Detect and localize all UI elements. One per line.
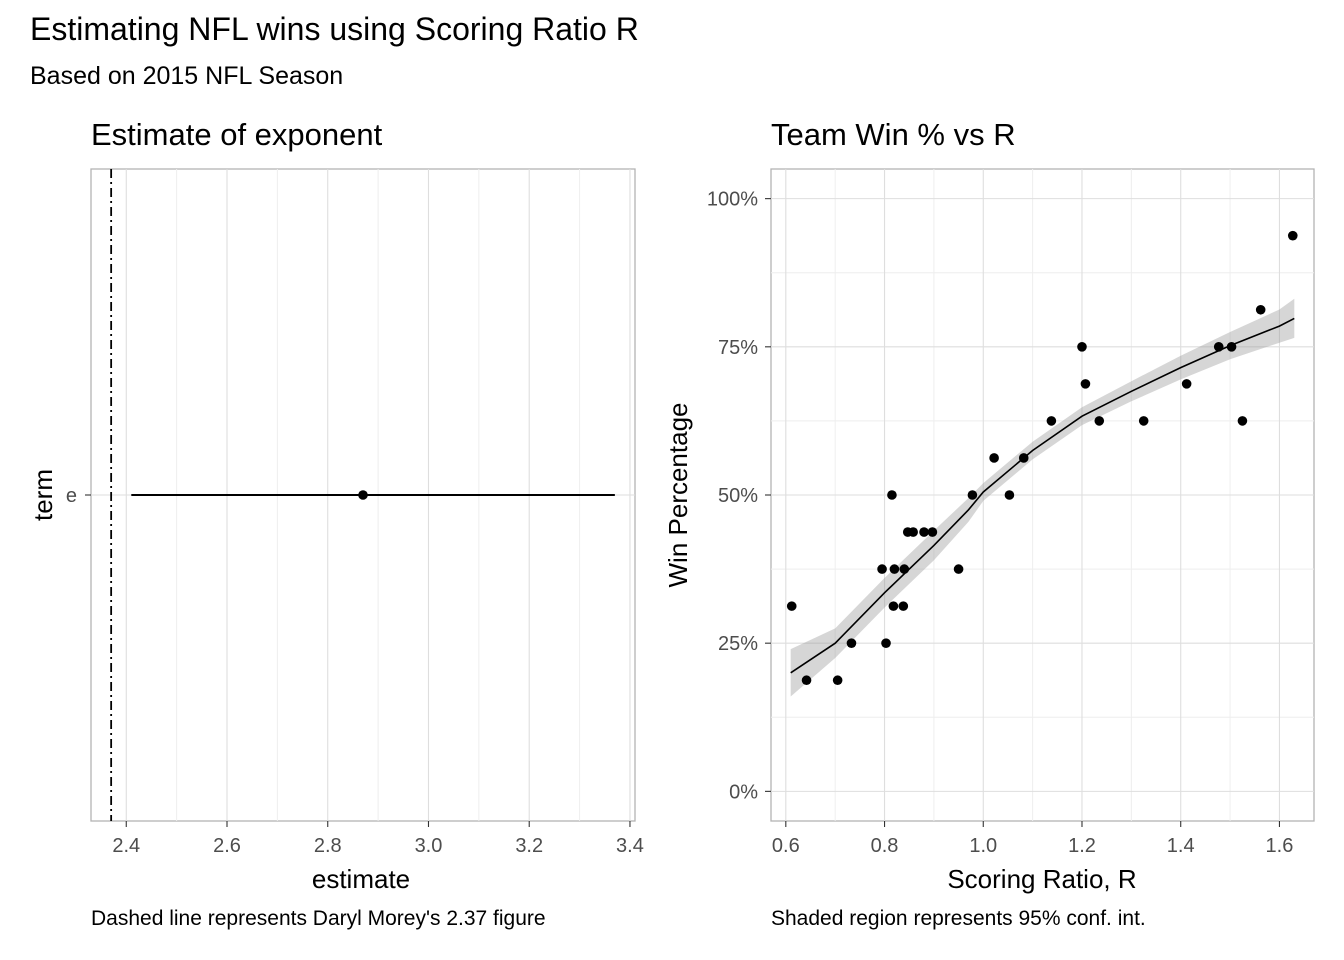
team-point: [989, 453, 999, 463]
team-point: [1181, 379, 1192, 389]
team-point: [1018, 453, 1029, 463]
winpct-caption: Shaded region represents 95% conf. int.: [771, 907, 1146, 930]
team-point: [967, 490, 978, 500]
estimate-x-tick-label: 2.4: [112, 835, 140, 857]
team-point: [953, 564, 964, 574]
winpct-y-tick-label: 25%: [718, 633, 758, 655]
winpct-y-axis-label: Win Percentage: [663, 403, 693, 588]
team-point: [899, 564, 910, 574]
team-point: [846, 638, 857, 648]
estimate-y-axis-label: term: [28, 469, 58, 521]
team-point: [1077, 342, 1087, 352]
winpct-y-tick-label: 100%: [707, 189, 758, 211]
estimate-axis-ticks: 2.4 2.6 2.8 3.0 3.2 3.4 e: [66, 485, 644, 857]
estimate-x-axis-label: estimate: [312, 864, 410, 894]
team-point: [1287, 230, 1298, 241]
winpct-x-tick-label: 1.6: [1266, 835, 1294, 857]
team-point: [919, 527, 929, 537]
team-point: [801, 675, 812, 686]
winpct-x-tick-label: 1.2: [1068, 835, 1096, 857]
confidence-band: [790, 298, 1295, 697]
team-point: [881, 638, 891, 648]
team-point: [1094, 416, 1105, 426]
team-point: [877, 564, 887, 574]
winpct-marks: [786, 230, 1298, 697]
team-point: [887, 490, 897, 500]
team-point: [1255, 304, 1266, 315]
winpct-x-tick-label: 0.8: [871, 835, 899, 857]
team-point: [889, 564, 900, 574]
estimate-point: [358, 490, 368, 500]
team-point: [888, 601, 899, 611]
winpct-panel-title: Team Win % vs R: [771, 117, 1016, 152]
team-point: [898, 601, 909, 611]
winpct-x-tick-label: 0.6: [772, 835, 800, 857]
winpct-x-tick-label: 1.0: [969, 835, 997, 857]
winpct-x-axis-label: Scoring Ratio, R: [947, 864, 1136, 894]
winpct-y-tick-label: 75%: [718, 337, 758, 359]
estimate-x-tick-label: 3.2: [515, 835, 543, 857]
team-point: [927, 527, 938, 537]
team-point: [1237, 416, 1248, 426]
estimate-x-tick-label: 3.0: [415, 835, 443, 857]
winpct-x-tick-label: 1.4: [1167, 835, 1195, 857]
estimate-marks: [110, 169, 615, 821]
winpct-y-tick-label: 0%: [729, 781, 758, 803]
estimate-x-tick-label: 2.8: [314, 835, 342, 857]
team-point: [1213, 342, 1224, 352]
team-point: [1046, 416, 1057, 426]
team-point: [1226, 342, 1237, 352]
estimate-panel: Estimate of exponent 2.4 2.6 2.8 3.0 3.2 3.4 e…: [28, 117, 644, 930]
winpct-panel: Team Win % vs R 0.6 0.8 1.0 1.2 1.4 1.6 0% 25% 5…: [663, 117, 1315, 930]
team-point: [908, 527, 918, 537]
estimate-caption: Dashed line represents Daryl Morey's 2.3…: [91, 907, 546, 930]
team-point: [1004, 490, 1015, 500]
team-point: [832, 675, 843, 686]
estimate-x-tick-label: 2.6: [213, 835, 241, 857]
figure-title: Estimating NFL wins using Scoring Ratio …: [30, 11, 639, 47]
team-point: [1080, 379, 1091, 389]
team-point: [1138, 416, 1149, 426]
estimate-y-tick-label: e: [66, 485, 77, 507]
team-point: [786, 601, 797, 611]
estimate-x-tick-label: 3.4: [616, 835, 644, 857]
winpct-y-tick-label: 50%: [718, 485, 758, 507]
figure-subtitle: Based on 2015 NFL Season: [30, 62, 343, 90]
winpct-axis-ticks: 0.6 0.8 1.0 1.2 1.4 1.6 0% 25% 50% 75% 100%: [707, 189, 1294, 857]
estimate-panel-title: Estimate of exponent: [91, 117, 383, 152]
